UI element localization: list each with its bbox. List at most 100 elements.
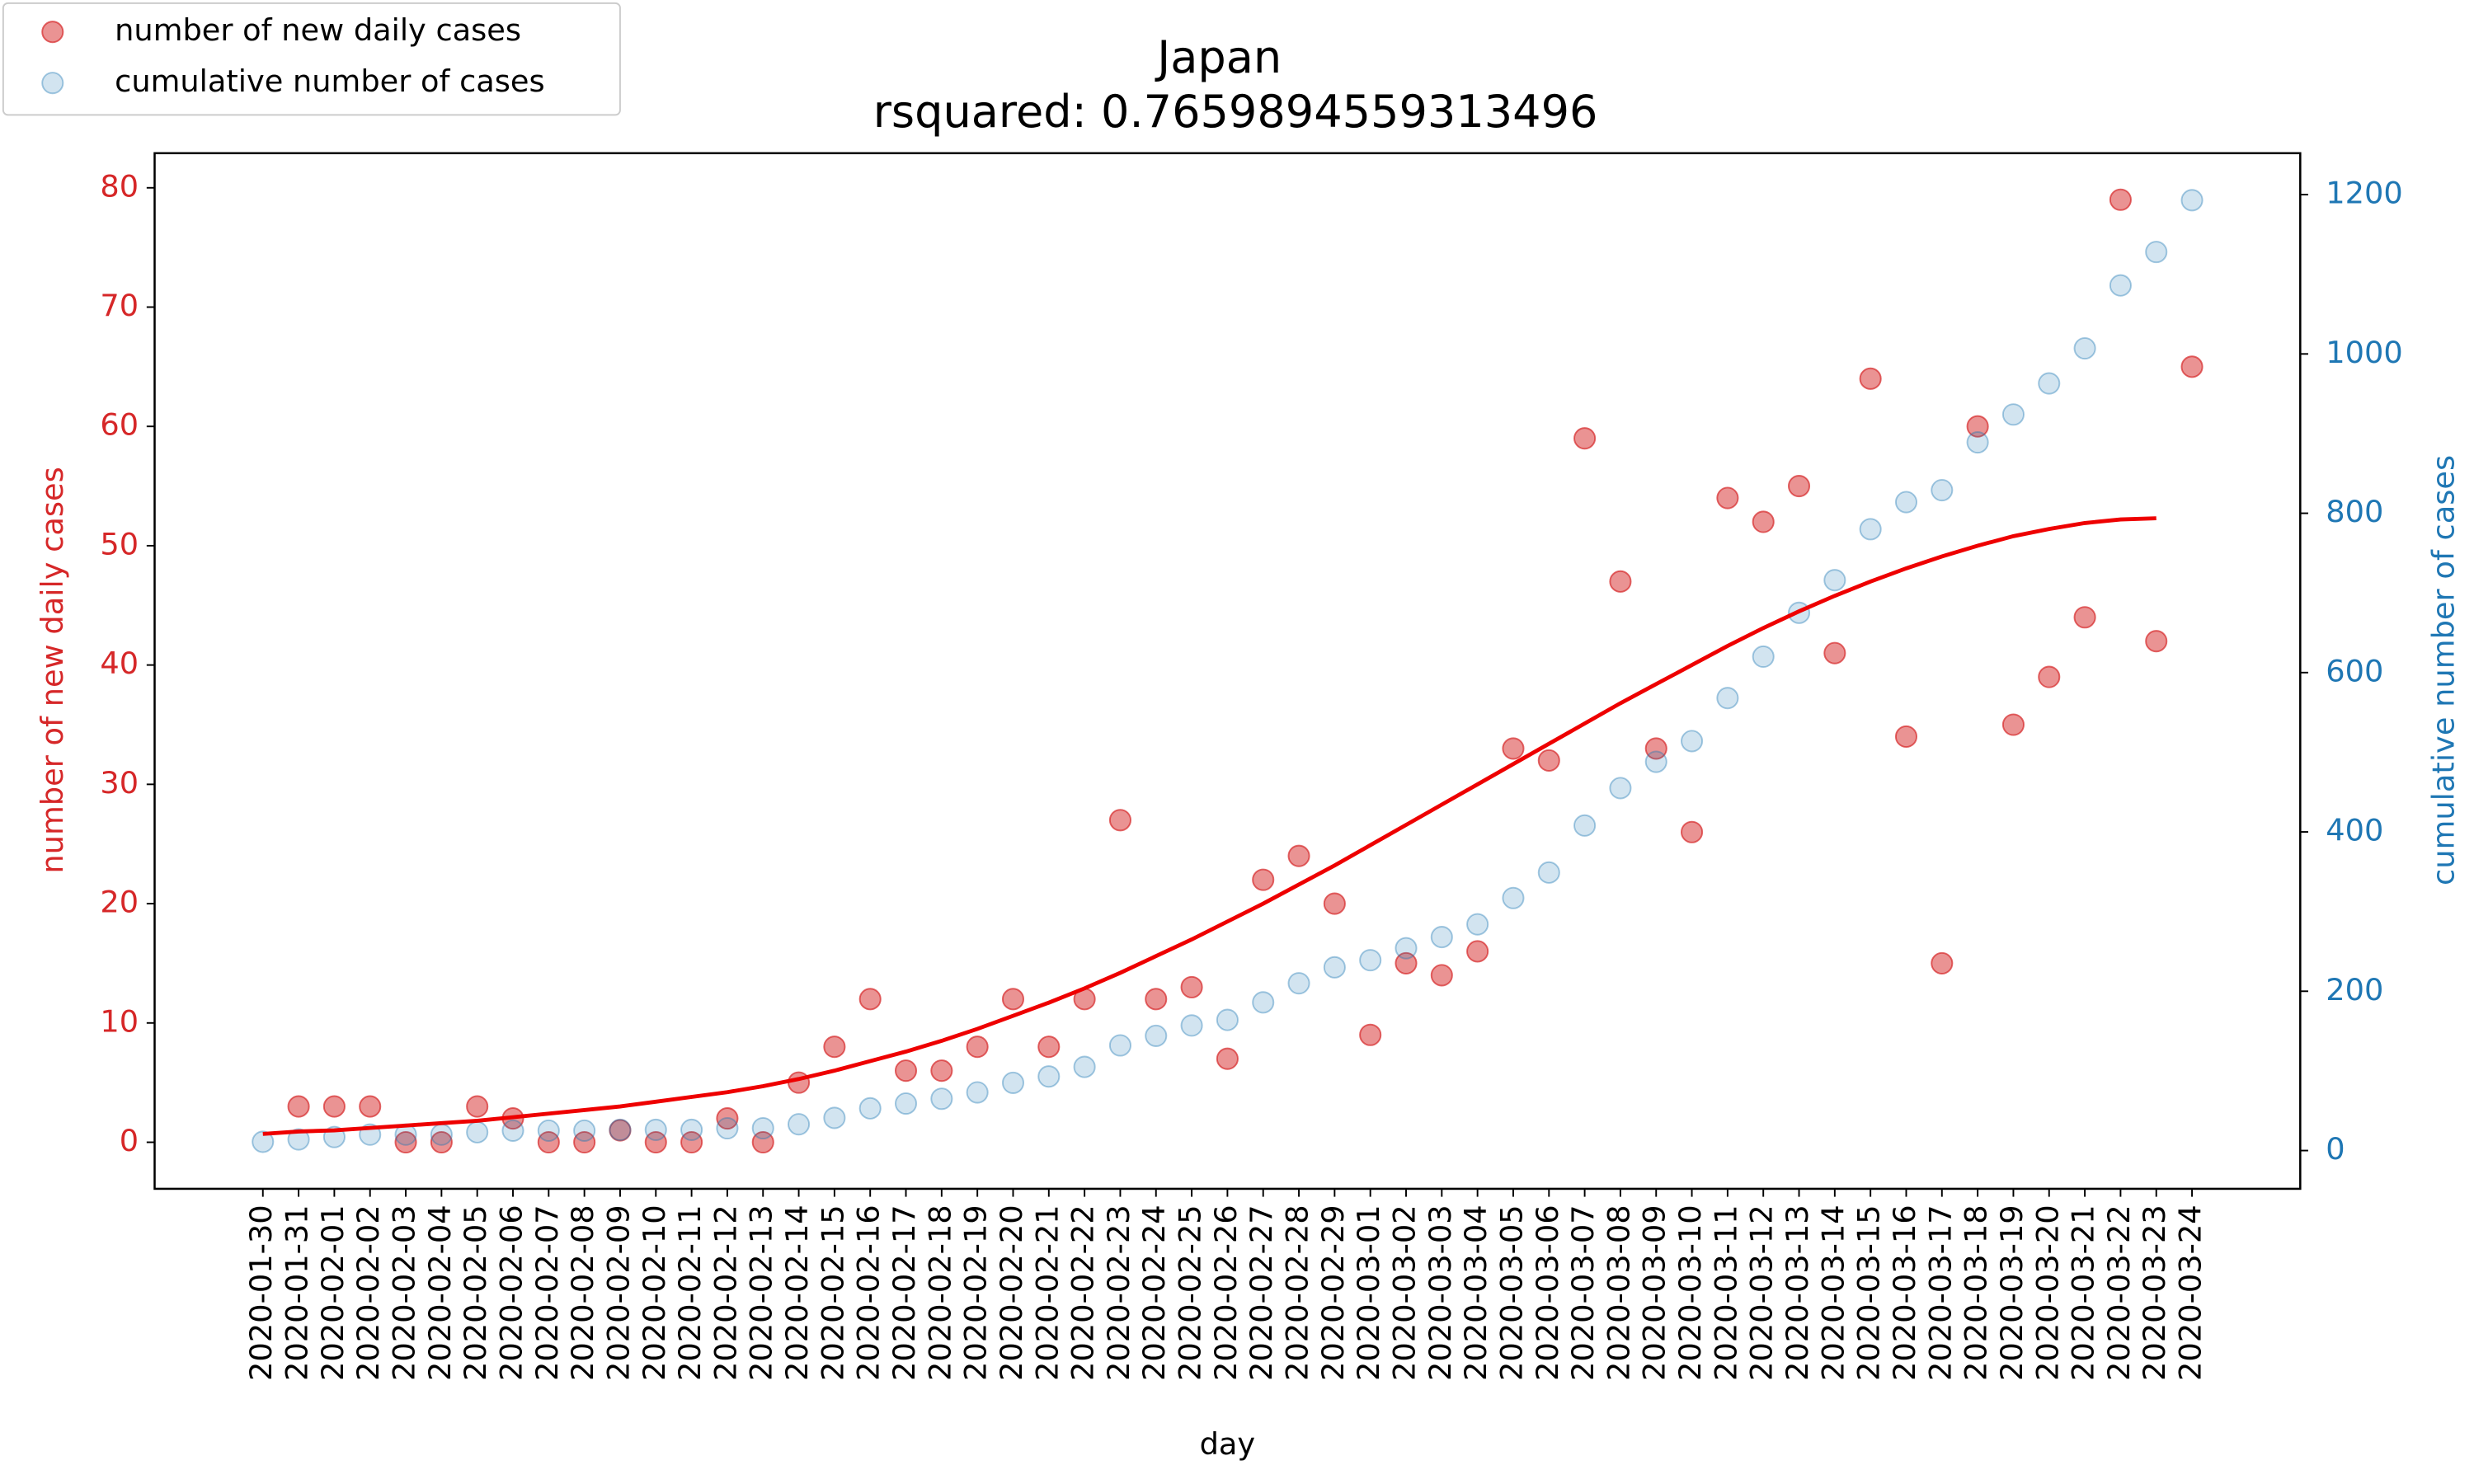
point [966, 1081, 989, 1104]
point [252, 1130, 275, 1153]
point [1180, 975, 1203, 998]
point [322, 1095, 346, 1118]
point [1359, 1023, 1382, 1046]
point [2073, 336, 2096, 360]
point [1894, 725, 1918, 749]
point [1252, 991, 1275, 1014]
point [751, 1116, 774, 1140]
x-tick-label: 2020-02-04 [422, 1205, 458, 1381]
point [359, 1095, 382, 1118]
point [1466, 913, 1489, 936]
point [430, 1130, 453, 1154]
point [680, 1118, 703, 1141]
x-tick-label: 2020-02-29 [1315, 1205, 1351, 1381]
point [1001, 1071, 1025, 1094]
point [1644, 737, 1667, 760]
point [1108, 1034, 1131, 1057]
point [788, 1113, 811, 1136]
point [966, 1036, 989, 1059]
point [823, 1036, 846, 1059]
x-tick-label: 2020-02-10 [637, 1205, 672, 1381]
point [537, 1119, 560, 1142]
point [1180, 1014, 1203, 1037]
point [1644, 750, 1667, 773]
y2-axis-label: cumulative number of cases [2426, 455, 2462, 885]
point [894, 1059, 918, 1082]
y-tick-label: 70 [100, 288, 139, 323]
point [1609, 570, 1632, 593]
point [930, 1059, 953, 1082]
point [680, 1130, 703, 1154]
point [1894, 491, 1918, 514]
x-tick-label: 2020-03-22 [2101, 1205, 2137, 1381]
x-tick-label: 2020-03-16 [1887, 1205, 1922, 1381]
x-tick-label: 2020-03-17 [1922, 1205, 1958, 1381]
point [2038, 665, 2061, 688]
x-tick-label: 2020-02-19 [958, 1205, 994, 1381]
point [1395, 951, 1418, 974]
point [1716, 687, 1739, 710]
x-tick-label: 2020-02-02 [350, 1205, 386, 1381]
point [2109, 188, 2132, 211]
x-tick-label: 2020-02-16 [851, 1205, 887, 1381]
x-tick-label: 2020-03-19 [1994, 1205, 2030, 1381]
y2-tick-label: 1000 [2326, 335, 2402, 370]
x-tick-label: 2020-03-04 [1458, 1205, 1493, 1381]
x-tick-label: 2020-03-07 [1565, 1205, 1601, 1381]
point [1466, 940, 1489, 963]
x-tick-label: 2020-03-13 [1780, 1205, 1815, 1381]
y-tick-label: 30 [100, 765, 139, 801]
x-tick-label: 2020-01-30 [243, 1205, 279, 1381]
x-tick-label: 2020-03-23 [2137, 1205, 2172, 1381]
point [1681, 730, 1704, 753]
point [1037, 1065, 1061, 1088]
x-tick-label: 2020-02-18 [922, 1205, 957, 1381]
point [1287, 972, 1310, 995]
point [930, 1087, 953, 1111]
point [394, 1130, 417, 1154]
x-tick-label: 2020-03-14 [1815, 1205, 1851, 1381]
y2-tick-label: 400 [2326, 813, 2383, 848]
x-tick-label: 2020-02-13 [744, 1205, 779, 1381]
legend-label: number of new daily cases [115, 12, 521, 48]
point [823, 1106, 846, 1129]
point [1787, 475, 1811, 498]
point [1216, 1047, 1239, 1070]
point [430, 1123, 453, 1146]
point [1430, 964, 1453, 987]
point [858, 988, 882, 1011]
x-axis-label: day [1200, 1426, 1256, 1462]
x-tick-label: 2020-02-15 [815, 1205, 850, 1381]
point [2145, 630, 2168, 653]
point [1966, 431, 1989, 454]
point [1502, 886, 1525, 909]
point [894, 1092, 918, 1115]
x-tick-label: 2020-03-01 [1351, 1205, 1386, 1381]
point [2145, 241, 2168, 264]
point [609, 1118, 632, 1141]
point [644, 1118, 667, 1141]
point [466, 1095, 489, 1118]
x-tick-label: 2020-02-21 [1029, 1205, 1065, 1381]
point [858, 1097, 882, 1120]
x-tick-label: 2020-02-24 [1136, 1205, 1172, 1381]
point [2038, 372, 2061, 395]
point [2180, 355, 2204, 378]
x-tick-label: 2020-02-14 [779, 1205, 815, 1381]
point [1609, 777, 1632, 800]
x-tick-label: 2020-03-18 [1959, 1205, 1994, 1381]
point [537, 1130, 560, 1154]
point [2001, 713, 2025, 736]
y-tick-label: 40 [100, 646, 139, 681]
point [1323, 956, 1346, 979]
y-tick-label: 80 [100, 168, 139, 204]
point [1108, 809, 1131, 832]
x-tick-label: 2020-02-25 [1173, 1205, 1208, 1381]
x-tick-label: 2020-02-17 [887, 1205, 922, 1381]
x-tick-label: 2020-03-09 [1637, 1205, 1672, 1381]
point [1681, 820, 1704, 843]
point [1430, 926, 1453, 949]
point [1859, 367, 1882, 390]
fit-line [262, 516, 2157, 1136]
point [573, 1119, 596, 1142]
